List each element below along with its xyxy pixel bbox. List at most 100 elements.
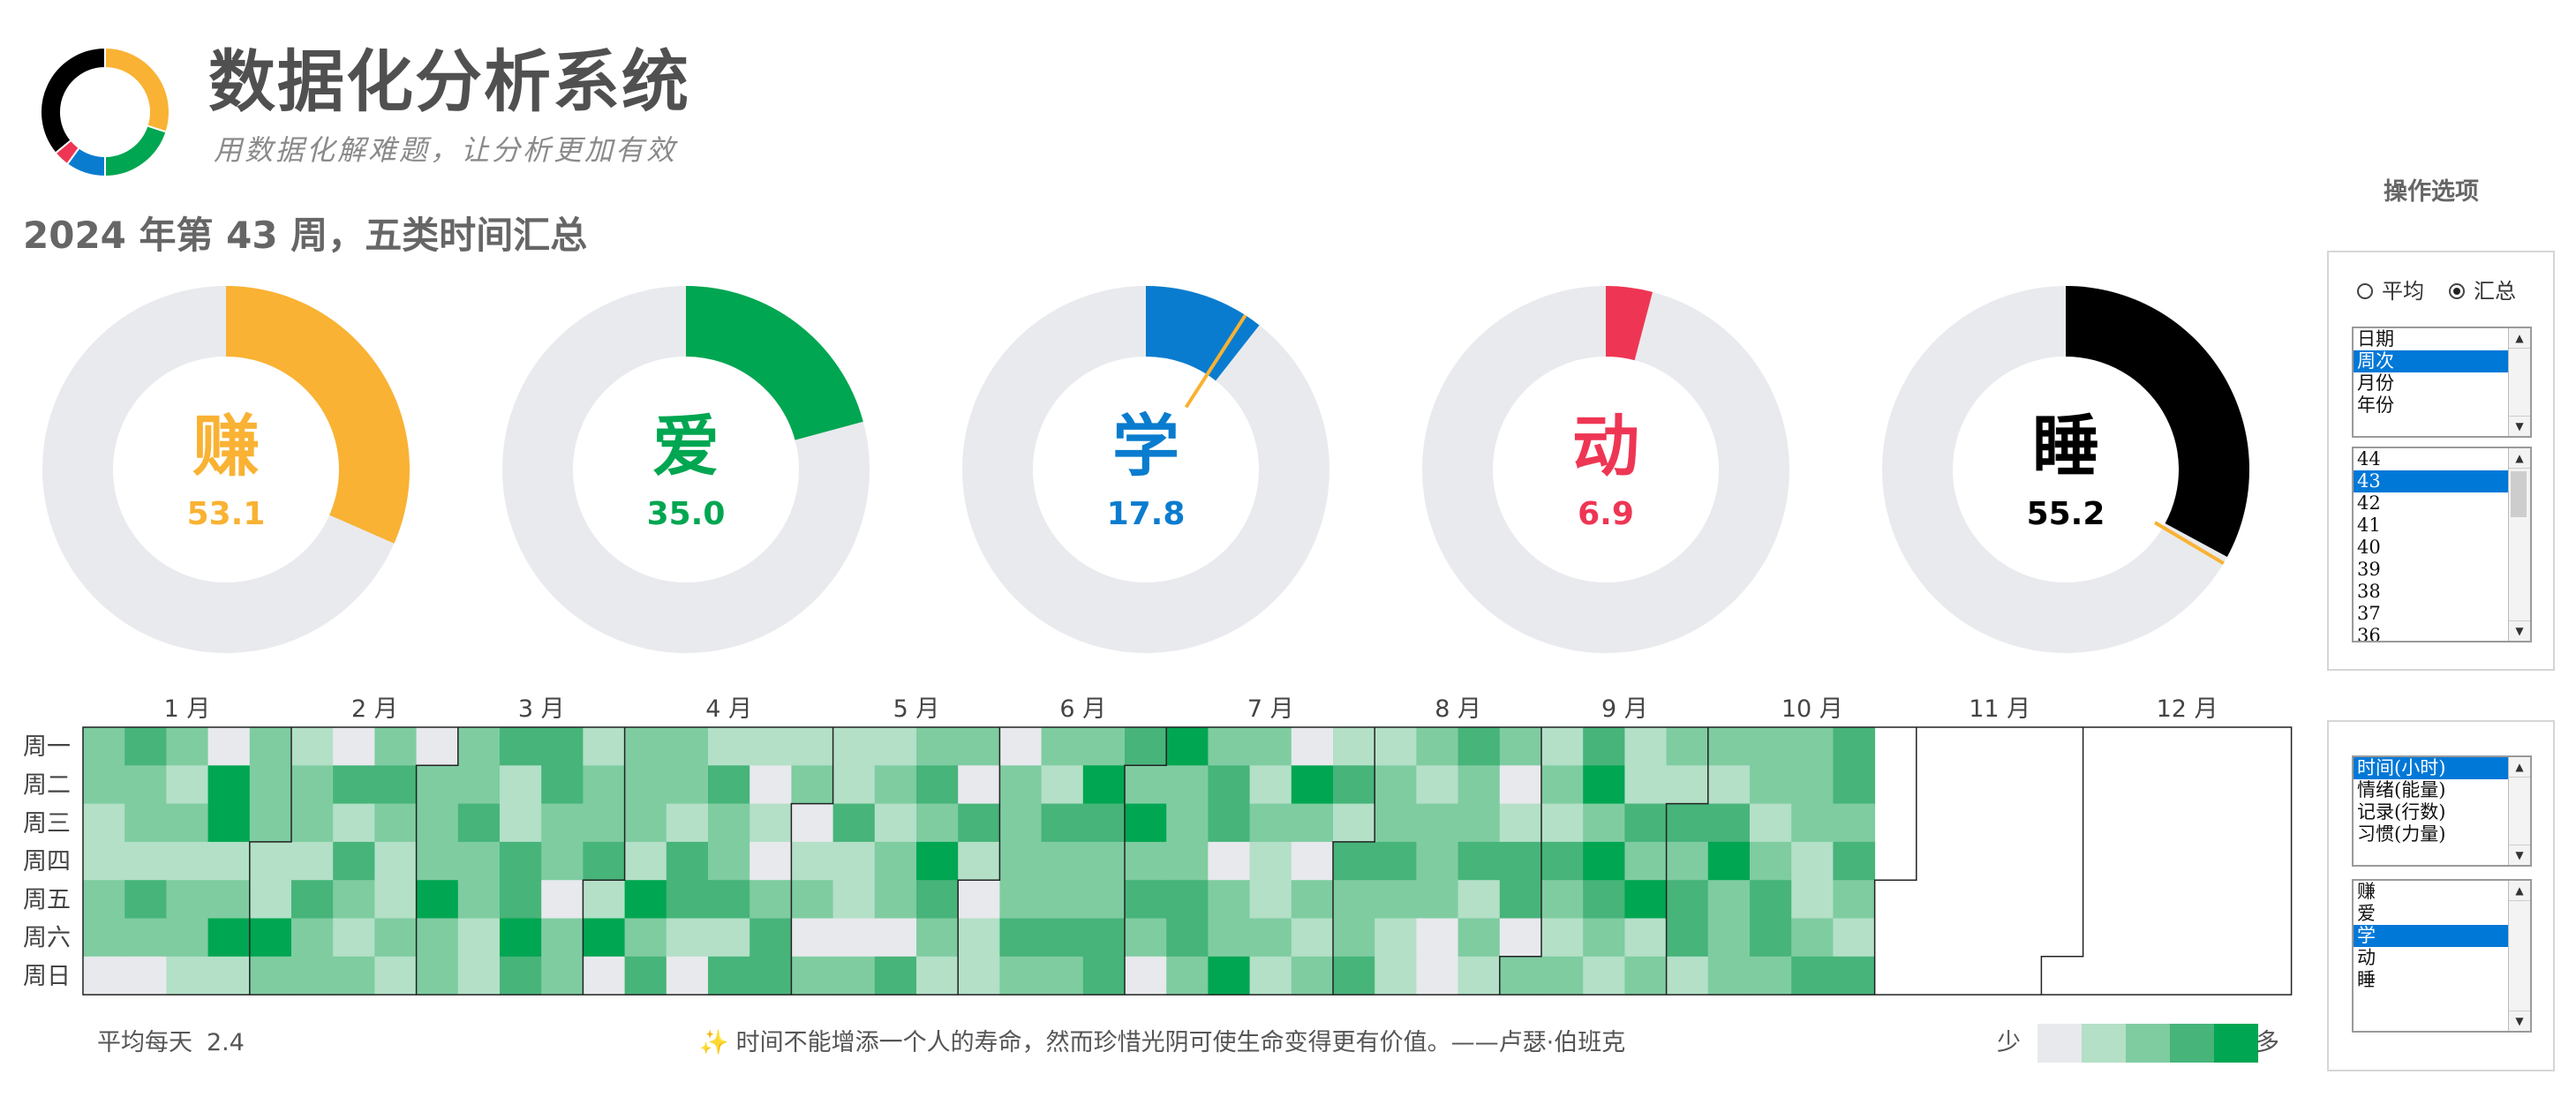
heatmap-cell bbox=[958, 727, 1000, 766]
heatmap-cell bbox=[291, 880, 334, 919]
donut-chart bbox=[502, 286, 870, 653]
heatmap-cell bbox=[666, 880, 709, 919]
scroll-down-icon[interactable]: ▼ bbox=[2509, 416, 2530, 436]
heatmap-cell bbox=[958, 803, 1000, 843]
metric-listbox[interactable]: 时间(小时) 情绪(能量) 记录(行数) 习惯(力量) ▲ ▼ bbox=[2352, 755, 2532, 867]
heatmap-cell bbox=[83, 765, 125, 805]
category-scrollbar[interactable]: ▲ ▼ bbox=[2508, 881, 2530, 1031]
listbox-option[interactable]: 情绪(能量) bbox=[2357, 779, 2446, 800]
listbox-option[interactable]: 42 bbox=[2357, 492, 2381, 514]
heatmap-cell bbox=[1082, 727, 1126, 766]
scroll-down-icon[interactable]: ▼ bbox=[2509, 1011, 2530, 1031]
donut-marker-line bbox=[2154, 521, 2225, 566]
week-items[interactable]: 44 43 42 41 40 39 38 37 36 bbox=[2354, 448, 2530, 642]
listbox-option[interactable]: 39 bbox=[2357, 559, 2381, 580]
listbox-option[interactable]: 周次 bbox=[2354, 350, 2530, 372]
listbox-option[interactable]: 记录(行数) bbox=[2357, 801, 2446, 823]
heatmap-cell bbox=[1707, 841, 1751, 881]
week-listbox[interactable]: 44 43 42 41 40 39 38 37 36 ▲ ▼ bbox=[2352, 447, 2532, 642]
heatmap-cell bbox=[1457, 727, 1501, 766]
heatmap-cell bbox=[1833, 765, 1876, 805]
heatmap-cell bbox=[1624, 727, 1668, 766]
metric-items[interactable]: 时间(小时) 情绪(能量) 记录(行数) 习惯(力量) bbox=[2354, 757, 2530, 845]
donut-value: 17.8 bbox=[1106, 496, 1186, 532]
month-boundary bbox=[1499, 727, 1542, 996]
heatmap-cell bbox=[1457, 765, 1501, 805]
metric-scrollbar[interactable]: ▲ ▼ bbox=[2508, 757, 2530, 865]
heatmap-cell bbox=[500, 727, 542, 766]
listbox-option[interactable]: 月份 bbox=[2357, 372, 2394, 394]
radio-sum[interactable]: 汇总 bbox=[2449, 281, 2516, 302]
year-heatmap: 周一 周二 周三 周四 周五 周六 周日 1 月 2 月 3 月 4 月 5 月 6 月 7 月 8 月 9 … bbox=[18, 688, 2295, 1006]
heatmap-cell bbox=[1333, 765, 1375, 805]
heatmap-cell bbox=[1791, 841, 1834, 881]
radio-average-label: 平均 bbox=[2382, 279, 2424, 304]
radio-sum-circle[interactable] bbox=[2449, 283, 2465, 299]
listbox-option[interactable]: 36 bbox=[2357, 625, 2381, 642]
listbox-option[interactable]: 赚 bbox=[2357, 881, 2376, 902]
heatmap-cell bbox=[624, 841, 667, 881]
heatmap-cell bbox=[83, 918, 125, 958]
heatmap-cell bbox=[791, 841, 834, 881]
period-type-scrollbar[interactable]: ▲ ▼ bbox=[2508, 328, 2530, 436]
heatmap-cell bbox=[583, 841, 626, 881]
heatmap-cell bbox=[124, 956, 167, 996]
heatmap-cell bbox=[541, 956, 584, 996]
donut-value: 35.0 bbox=[646, 496, 726, 532]
listbox-option[interactable]: 时间(小时) bbox=[2354, 757, 2530, 779]
daily-average-value: 2.4 bbox=[207, 1029, 245, 1056]
category-items[interactable]: 赚爱学动睡 bbox=[2354, 881, 2530, 991]
heatmap-cell bbox=[1624, 956, 1668, 996]
listbox-option[interactable]: 爱 bbox=[2357, 903, 2376, 924]
listbox-option[interactable]: 41 bbox=[2357, 515, 2381, 536]
heatmap-cell bbox=[1583, 803, 1625, 843]
heatmap-cell bbox=[958, 841, 1000, 881]
heatmap-cell bbox=[666, 841, 709, 881]
listbox-option[interactable]: 习惯(力量) bbox=[2357, 823, 2446, 845]
heatmap-cell bbox=[916, 918, 959, 958]
listbox-option[interactable]: 年份 bbox=[2357, 394, 2394, 416]
heatmap-cell bbox=[1166, 765, 1209, 805]
heatmap-cell bbox=[999, 880, 1043, 919]
donut-value: 55.2 bbox=[2026, 496, 2105, 532]
heatmap-cell bbox=[1125, 727, 1167, 766]
heatmap-cell bbox=[1208, 918, 1251, 958]
category-listbox[interactable]: 赚爱学动睡 ▲ ▼ bbox=[2352, 879, 2532, 1033]
scroll-down-icon[interactable]: ▼ bbox=[2509, 620, 2530, 641]
week-scrollbar[interactable]: ▲ ▼ bbox=[2508, 448, 2530, 641]
scroll-up-icon[interactable]: ▲ bbox=[2509, 757, 2530, 778]
heatmap-cell bbox=[166, 765, 209, 805]
heatmap-cell bbox=[749, 803, 792, 843]
heatmap-cell bbox=[333, 918, 375, 958]
scroll-down-icon[interactable]: ▼ bbox=[2509, 845, 2530, 865]
heatmap-cell bbox=[1125, 956, 1167, 996]
radio-average-circle[interactable] bbox=[2357, 283, 2373, 299]
month-label: 11 月 bbox=[1969, 695, 2030, 723]
listbox-option[interactable]: 37 bbox=[2357, 603, 2381, 624]
heatmap-cell bbox=[1833, 841, 1876, 881]
listbox-option[interactable]: 44 bbox=[2357, 448, 2381, 470]
listbox-option[interactable]: 动 bbox=[2357, 947, 2376, 968]
heatmap-cell bbox=[1125, 803, 1167, 843]
period-type-items[interactable]: 日期 周次 月份 年份 bbox=[2354, 328, 2530, 417]
daily-average-label: 平均每天 bbox=[97, 1029, 192, 1056]
heatmap-cell bbox=[83, 803, 125, 843]
heatmap-cell bbox=[1416, 918, 1459, 958]
scroll-up-icon[interactable]: ▲ bbox=[2509, 448, 2530, 469]
heatmap-cell bbox=[500, 803, 542, 843]
heatmap-cell bbox=[416, 727, 459, 766]
scroll-up-icon[interactable]: ▲ bbox=[2509, 328, 2530, 349]
period-type-listbox[interactable]: 日期 周次 月份 年份 ▲ ▼ bbox=[2352, 327, 2532, 438]
listbox-option[interactable]: 38 bbox=[2357, 581, 2381, 602]
scroll-thumb[interactable] bbox=[2511, 471, 2527, 517]
listbox-option[interactable]: 43 bbox=[2354, 470, 2530, 492]
radio-average[interactable]: 平均 bbox=[2357, 281, 2424, 302]
heatmap-cell bbox=[1457, 880, 1501, 919]
listbox-option[interactable]: 学 bbox=[2354, 925, 2530, 947]
donut-value: 6.9 bbox=[1578, 496, 1634, 532]
listbox-option[interactable]: 日期 bbox=[2357, 328, 2394, 349]
listbox-option[interactable]: 40 bbox=[2357, 537, 2381, 558]
heatmap-cell bbox=[1833, 880, 1876, 919]
listbox-option[interactable]: 睡 bbox=[2357, 969, 2376, 990]
scroll-up-icon[interactable]: ▲ bbox=[2509, 881, 2530, 901]
